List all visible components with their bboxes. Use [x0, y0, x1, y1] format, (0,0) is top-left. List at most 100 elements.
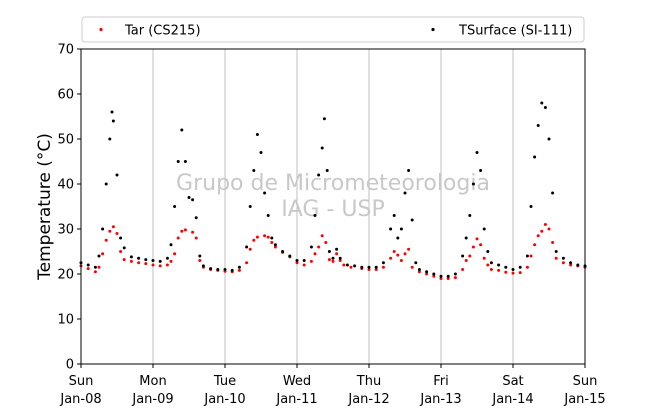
point-0-85 — [529, 254, 533, 258]
point-0-37 — [270, 241, 274, 244]
x-tick-day-7: Sun — [573, 374, 598, 389]
x-tick-date-1: Jan-09 — [131, 392, 173, 407]
point-0-49 — [331, 259, 335, 263]
point-1-39 — [266, 214, 270, 217]
point-0-32 — [248, 247, 252, 251]
point-1-100 — [576, 263, 580, 267]
point-0-19 — [176, 236, 180, 240]
point-0-86 — [533, 243, 537, 247]
y-tick-label-50: 50 — [57, 133, 74, 148]
point-0-80 — [497, 268, 501, 272]
series-1 — [79, 101, 587, 278]
point-0-10 — [122, 258, 126, 262]
point-0-63 — [407, 247, 411, 251]
point-0-93 — [561, 261, 565, 265]
point-1-89 — [525, 254, 529, 258]
point-1-93 — [540, 101, 544, 105]
point-0-72 — [464, 259, 468, 262]
point-1-29 — [216, 268, 220, 271]
point-1-4 — [101, 227, 105, 231]
point-1-75 — [453, 272, 457, 276]
point-1-18 — [169, 243, 173, 247]
point-0-76 — [479, 243, 483, 247]
point-0-7 — [111, 225, 115, 229]
point-0-56 — [374, 268, 378, 271]
point-0-51 — [338, 259, 342, 262]
point-1-23 — [187, 196, 191, 199]
point-0-77 — [482, 256, 486, 260]
point-0-78 — [486, 263, 490, 267]
point-1-35 — [252, 169, 256, 172]
point-0-64 — [410, 265, 414, 269]
point-1-63 — [392, 214, 396, 217]
x-tick-day-3: Wed — [283, 374, 311, 389]
point-1-8 — [111, 119, 115, 123]
point-0-66 — [425, 272, 429, 276]
point-1-42 — [281, 250, 285, 253]
point-0-82 — [511, 271, 515, 275]
y-tick-label-10: 10 — [57, 313, 74, 328]
y-axis-label: Temperature (°C) — [35, 133, 55, 281]
point-1-2 — [93, 265, 97, 269]
point-1-47 — [313, 214, 317, 217]
x-tick-day-1: Mon — [139, 374, 166, 389]
point-0-1 — [86, 267, 90, 271]
point-0-75 — [475, 237, 479, 241]
x-tick-date-5: Jan-13 — [419, 392, 461, 407]
x-tick-date-4: Jan-12 — [347, 392, 389, 407]
point-1-53 — [331, 256, 335, 260]
point-1-30 — [223, 268, 227, 271]
point-1-57 — [353, 264, 357, 268]
watermark-line-1: Grupo de Micrometeorologia — [176, 171, 490, 196]
point-0-88 — [540, 229, 544, 233]
point-1-60 — [374, 265, 378, 269]
point-1-12 — [129, 255, 133, 259]
legend-label-tsurface: TSurface (SI-111) — [458, 24, 572, 39]
point-1-94 — [543, 106, 547, 109]
point-1-50 — [322, 117, 326, 121]
point-1-61 — [381, 261, 385, 265]
point-1-56 — [345, 263, 349, 267]
legend-marker-tar — [99, 27, 103, 32]
point-0-9 — [119, 250, 123, 253]
point-1-97 — [554, 250, 558, 253]
point-0-5 — [104, 238, 108, 242]
legend: Tar (CS215) TSurface (SI-111) — [81, 16, 585, 43]
point-1-20 — [176, 160, 180, 163]
point-1-67 — [407, 169, 411, 172]
x-tick-day-4: Thu — [356, 374, 381, 389]
point-0-31 — [245, 261, 249, 265]
point-1-16 — [158, 259, 162, 263]
point-0-2 — [93, 270, 97, 274]
point-0-59 — [392, 250, 396, 253]
point-1-54 — [335, 247, 339, 251]
point-0-94 — [569, 263, 573, 267]
point-1-81 — [479, 169, 483, 172]
point-1-72 — [432, 272, 436, 276]
point-1-95 — [547, 137, 551, 141]
point-0-30 — [237, 268, 241, 272]
point-1-91 — [533, 155, 537, 159]
point-0-4 — [101, 252, 105, 256]
point-1-24 — [191, 198, 195, 202]
point-0-23 — [194, 236, 198, 240]
point-0-12 — [137, 261, 141, 265]
series-markers — [79, 101, 587, 280]
point-1-17 — [165, 256, 169, 260]
point-1-34 — [248, 205, 252, 208]
point-0-62 — [403, 252, 407, 256]
point-1-74 — [446, 274, 450, 278]
point-0-6 — [108, 229, 112, 233]
point-0-34 — [255, 235, 259, 239]
point-1-45 — [302, 259, 306, 262]
point-1-3 — [97, 254, 101, 258]
y-tick-label-70: 70 — [57, 43, 74, 58]
point-1-66 — [403, 191, 407, 195]
point-0-55 — [367, 268, 371, 271]
point-1-13 — [137, 256, 141, 260]
y-tick-label-0: 0 — [66, 358, 74, 373]
point-0-70 — [453, 276, 457, 280]
y-axis-ticks: 0 10 20 30 40 50 60 70 — [57, 43, 81, 373]
y-tick-label-60: 60 — [57, 88, 74, 103]
point-1-86 — [504, 265, 508, 269]
